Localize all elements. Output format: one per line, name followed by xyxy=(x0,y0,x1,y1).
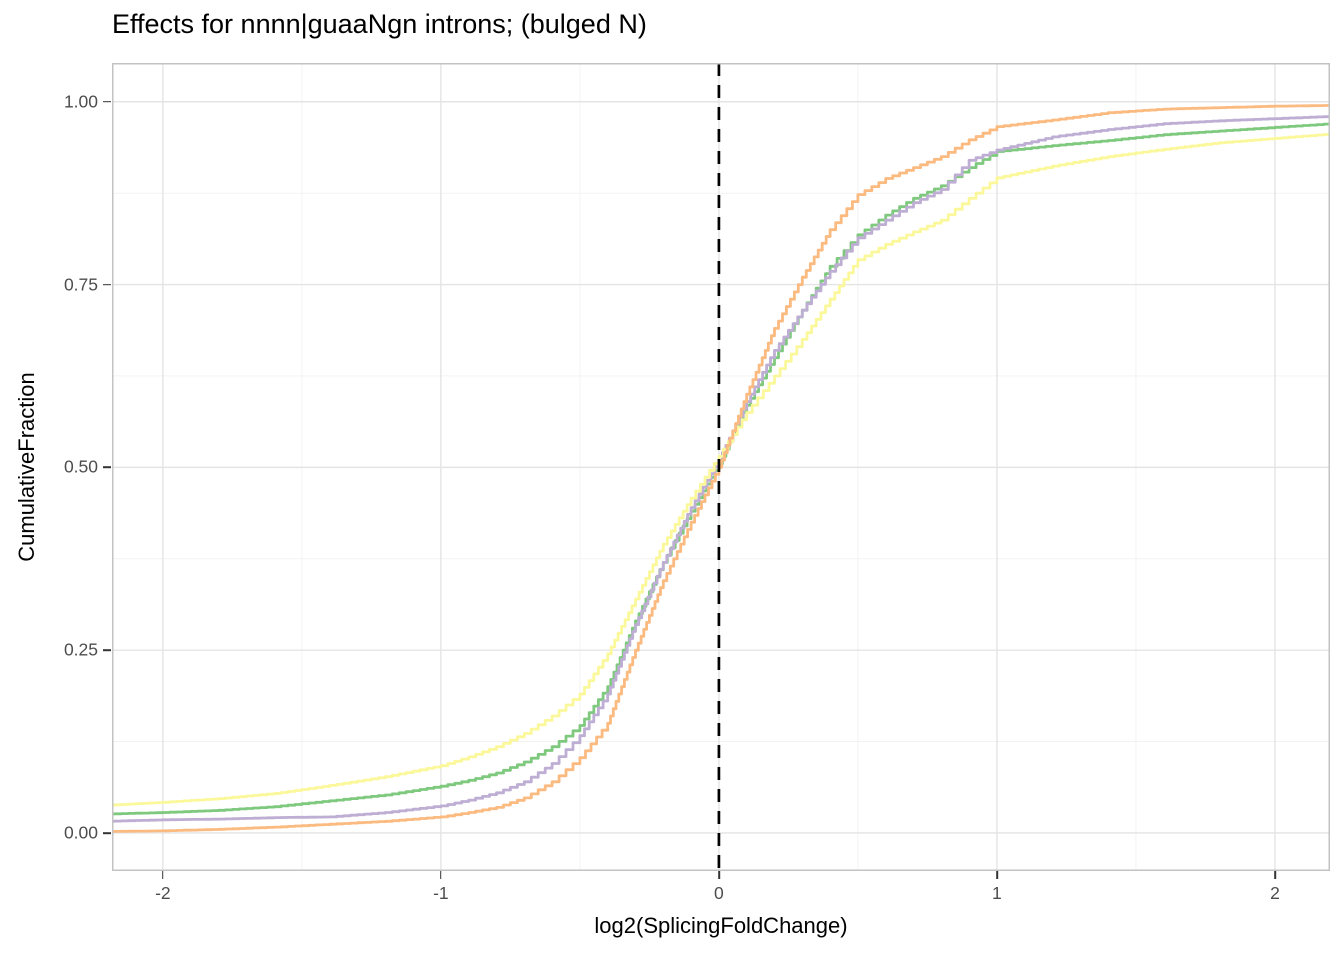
y-tick-mark xyxy=(103,466,111,469)
plot-panel xyxy=(112,63,1330,871)
ecdf-yellow-curve xyxy=(112,132,1330,807)
x-tick-mark xyxy=(1274,871,1276,879)
x-tick-mark xyxy=(440,871,442,879)
y-tick-mark xyxy=(103,649,111,651)
x-tick-label: -2 xyxy=(155,883,171,903)
y-axis-title: CumulativeFraction xyxy=(14,372,39,562)
x-axis-title: log2(SplicingFoldChange) xyxy=(594,913,848,938)
plot-panel-canvas xyxy=(112,63,1330,871)
x-tick-mark xyxy=(718,871,720,879)
ecdf-orange-curve xyxy=(112,104,1330,833)
panel-border xyxy=(112,63,1330,871)
y-tick-label: 0.50 xyxy=(63,456,98,477)
x-tick-label: -1 xyxy=(433,883,449,903)
y-tick-label: 1.00 xyxy=(63,91,98,112)
y-tick-mark xyxy=(103,832,111,834)
chart-title: Effects for nnnn|guaaNgn introns; (bulge… xyxy=(112,9,647,39)
x-tick-label: 0 xyxy=(714,883,724,903)
y-tick-mark xyxy=(103,100,111,103)
x-tick-mark xyxy=(162,871,164,879)
x-tick-label: 1 xyxy=(992,883,1002,903)
y-tick-label: 0.25 xyxy=(63,639,98,660)
y-tick-label: 0.00 xyxy=(63,822,98,843)
y-tick-mark xyxy=(103,283,111,286)
ecdf-green-curve xyxy=(112,122,1330,816)
x-tick-label: 2 xyxy=(1270,883,1280,903)
ecdf-purple-curve xyxy=(112,115,1330,823)
y-tick-label: 0.75 xyxy=(63,274,98,295)
x-tick-mark xyxy=(996,871,998,879)
